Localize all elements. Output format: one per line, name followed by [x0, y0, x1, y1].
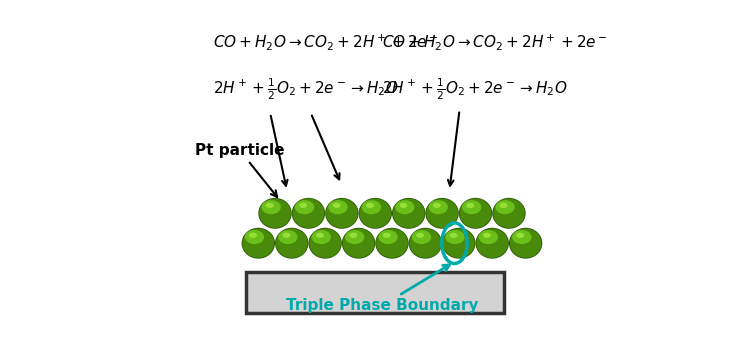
Ellipse shape — [466, 203, 474, 208]
Ellipse shape — [260, 199, 291, 228]
Ellipse shape — [460, 199, 491, 228]
Ellipse shape — [459, 198, 492, 229]
Ellipse shape — [476, 228, 509, 259]
Ellipse shape — [244, 230, 264, 244]
Ellipse shape — [409, 228, 442, 259]
Ellipse shape — [258, 198, 292, 229]
Ellipse shape — [309, 228, 341, 258]
FancyBboxPatch shape — [247, 272, 503, 313]
Ellipse shape — [311, 230, 331, 244]
Ellipse shape — [509, 228, 542, 259]
Ellipse shape — [433, 203, 441, 208]
Ellipse shape — [292, 199, 324, 228]
Text: Pt particle: Pt particle — [195, 143, 284, 197]
Ellipse shape — [443, 228, 475, 258]
Ellipse shape — [342, 228, 375, 259]
Ellipse shape — [376, 228, 408, 258]
Ellipse shape — [276, 228, 308, 258]
Ellipse shape — [358, 198, 392, 229]
Ellipse shape — [510, 228, 542, 258]
Ellipse shape — [476, 228, 508, 258]
Ellipse shape — [375, 228, 409, 259]
Ellipse shape — [266, 203, 274, 208]
Ellipse shape — [262, 200, 280, 214]
Ellipse shape — [242, 228, 275, 259]
Ellipse shape — [426, 199, 458, 228]
Ellipse shape — [416, 233, 424, 238]
Ellipse shape — [299, 203, 307, 208]
Ellipse shape — [295, 200, 314, 214]
Ellipse shape — [478, 230, 498, 244]
Ellipse shape — [283, 233, 290, 238]
Ellipse shape — [400, 203, 407, 208]
Ellipse shape — [449, 233, 458, 238]
Ellipse shape — [496, 200, 514, 214]
Ellipse shape — [512, 230, 532, 244]
Ellipse shape — [412, 230, 431, 244]
Text: $CO+H_2O\rightarrow CO_2+2H^++2e^-$: $CO+H_2O\rightarrow CO_2+2H^++2e^-$ — [213, 32, 438, 52]
Ellipse shape — [483, 233, 491, 238]
Ellipse shape — [278, 230, 298, 244]
Ellipse shape — [308, 228, 342, 259]
Ellipse shape — [428, 200, 448, 214]
Ellipse shape — [382, 233, 391, 238]
Ellipse shape — [275, 228, 308, 259]
Text: Triple Phase Boundary: Triple Phase Boundary — [286, 265, 478, 313]
Ellipse shape — [328, 200, 348, 214]
Ellipse shape — [343, 228, 374, 258]
Ellipse shape — [393, 199, 424, 228]
Ellipse shape — [410, 228, 441, 258]
Ellipse shape — [350, 233, 357, 238]
Ellipse shape — [345, 230, 364, 244]
Ellipse shape — [379, 230, 398, 244]
Ellipse shape — [326, 199, 358, 228]
Ellipse shape — [242, 228, 274, 258]
Ellipse shape — [442, 228, 476, 259]
Ellipse shape — [425, 198, 459, 229]
Ellipse shape — [493, 199, 525, 228]
Ellipse shape — [326, 198, 358, 229]
Ellipse shape — [446, 230, 464, 244]
Ellipse shape — [332, 203, 340, 208]
Ellipse shape — [362, 200, 381, 214]
Ellipse shape — [249, 233, 257, 238]
Ellipse shape — [462, 200, 482, 214]
Ellipse shape — [392, 198, 425, 229]
Text: $CO+H_2O\rightarrow CO_2+2H^++2e^-$: $CO+H_2O\rightarrow CO_2+2H^++2e^-$ — [382, 32, 608, 52]
Text: $2H^++\frac{1}{2}O_2+2e^-\rightarrow H_2O$: $2H^++\frac{1}{2}O_2+2e^-\rightarrow H_2… — [213, 76, 398, 102]
Text: $2H^++\frac{1}{2}O_2+2e^-\rightarrow H_2O$: $2H^++\frac{1}{2}O_2+2e^-\rightarrow H_2… — [382, 76, 567, 102]
Ellipse shape — [517, 233, 524, 238]
Ellipse shape — [359, 199, 391, 228]
Ellipse shape — [366, 203, 374, 208]
Ellipse shape — [316, 233, 324, 238]
Ellipse shape — [395, 200, 415, 214]
Ellipse shape — [500, 203, 508, 208]
Ellipse shape — [492, 198, 526, 229]
Ellipse shape — [292, 198, 326, 229]
